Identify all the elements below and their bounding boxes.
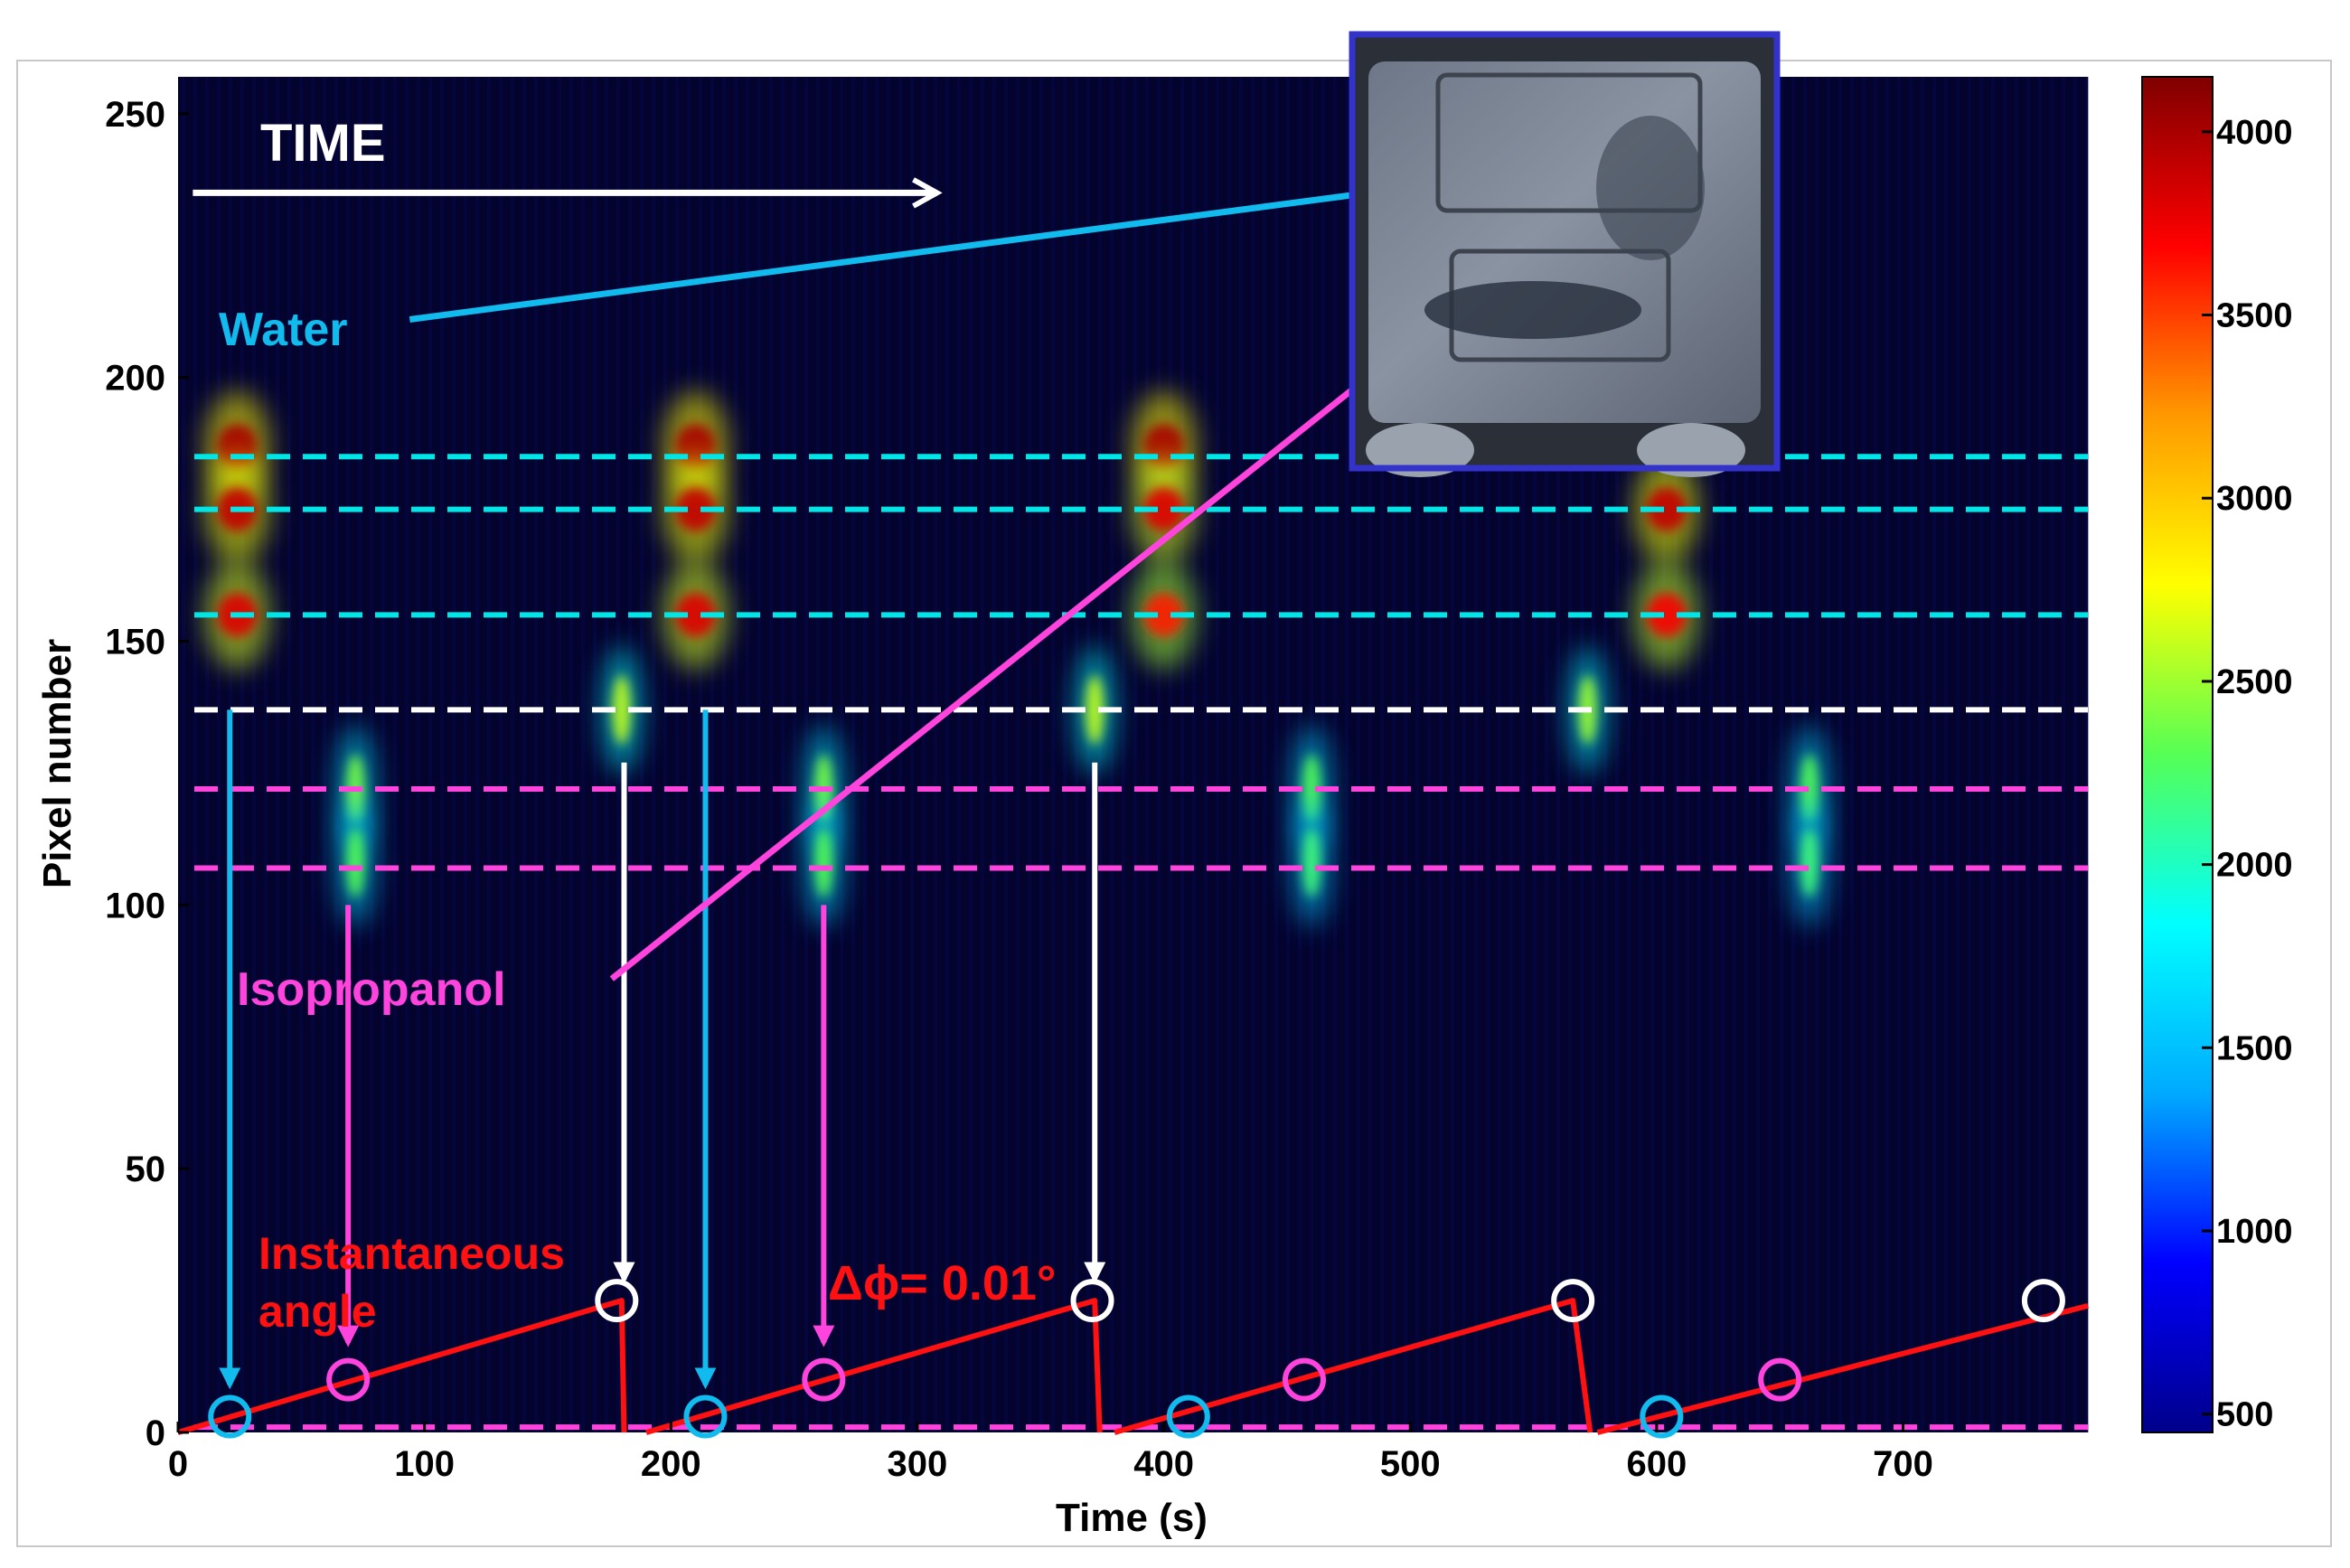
water-arrow (409, 166, 1495, 323)
delta-phi-annotation: Δϕ= 0.01° (828, 1256, 1057, 1310)
inset-border (1349, 31, 1781, 472)
intensity-blob (1646, 487, 1687, 531)
x-axis-ticks: 0 100 200 300 400 500 600 700 (168, 1422, 1933, 1484)
y-tick-label: 150 (105, 623, 165, 662)
colorbar-tick-label: 3000 (2216, 480, 2293, 518)
colorbar-gradient (2141, 76, 2214, 1433)
x-tick-label: 200 (641, 1444, 701, 1484)
circle-marker (1640, 1394, 1684, 1439)
x-tick-label: 600 (1626, 1444, 1687, 1484)
water-annotation: Water (219, 304, 348, 356)
y-tick-label: 250 (105, 95, 165, 135)
intensity-blob (612, 675, 631, 745)
angle-annotation-line2: angle (258, 1286, 377, 1337)
y-tick-label: 100 (105, 886, 165, 925)
intensity-blob (1302, 828, 1321, 897)
x-axis-label: Time (s) (1056, 1496, 1208, 1540)
isopropanol-annotation: Isopropanol (237, 963, 506, 1016)
circle-marker (595, 1279, 639, 1323)
x-tick-label: 0 (168, 1444, 188, 1484)
intensity-blob (346, 828, 365, 897)
intensity-blob (1143, 487, 1184, 531)
annotation-arrows (193, 166, 1495, 1390)
y-tick-label: 200 (105, 359, 165, 399)
intensity-blob (814, 828, 833, 897)
angle-segment (1114, 1298, 1593, 1435)
angle-annotation-line1: Instantaneous (258, 1228, 565, 1279)
isopropanol-arrow (609, 311, 1452, 981)
circle-marker (1282, 1357, 1326, 1402)
y-tick-label: 50 (126, 1150, 166, 1189)
colorbar-tick-label: 4000 (2216, 114, 2293, 152)
intensity-blob (1646, 593, 1687, 637)
x-tick-label: 500 (1380, 1444, 1441, 1484)
inset-roller-left (1366, 423, 1474, 477)
circle-marker (1551, 1279, 1595, 1323)
inset-photo (1349, 31, 1781, 477)
intensity-blob (675, 593, 716, 637)
circle-marker (683, 1394, 728, 1439)
circle-marker (208, 1394, 252, 1439)
inset-roller-right (1637, 423, 1745, 477)
x-tick-label: 700 (1873, 1444, 1933, 1484)
colorbar-tick-label: 1500 (2216, 1029, 2293, 1067)
inset-liquid (1424, 281, 1641, 339)
annotations: TIME Water Isopropanol Instantaneous ang… (219, 114, 1057, 1337)
colorbar: 500 1000 1500 2000 2500 3000 3500 4000 (2141, 76, 2293, 1434)
circle-marker (802, 1357, 846, 1402)
x-tick-label: 100 (394, 1444, 455, 1484)
angle-segment (177, 1298, 627, 1435)
intensity-blob (1800, 828, 1819, 897)
intensity-blob (675, 487, 716, 531)
y-axis-label: Pixel number (35, 639, 80, 888)
y-axis-ticks: 0 50 100 150 200 250 (105, 95, 189, 1453)
circle-markers (208, 1279, 2065, 1439)
intensity-blobs (204, 391, 1829, 926)
intensity-blob (1086, 675, 1104, 745)
colorbar-tick-label: 500 (2216, 1396, 2273, 1434)
inset-upper-channel (1435, 72, 1703, 213)
x-tick-label: 300 (888, 1444, 948, 1484)
inset-shadow (1596, 116, 1705, 260)
intensity-blob (1143, 593, 1184, 637)
circle-marker (2021, 1279, 2065, 1323)
time-annotation: TIME (260, 114, 386, 173)
colorbar-tick-label: 2000 (2216, 847, 2293, 885)
circle-marker (326, 1357, 371, 1402)
colorbar-tick-label: 3500 (2216, 297, 2293, 335)
circle-marker (1166, 1394, 1210, 1439)
x-tick-label: 400 (1133, 1444, 1194, 1484)
circle-marker (1758, 1357, 1802, 1402)
colorbar-tick-label: 1000 (2216, 1213, 2293, 1251)
angle-segment (645, 1298, 1103, 1435)
circle-marker (1070, 1279, 1114, 1323)
y-tick-label: 0 (146, 1413, 165, 1453)
colorbar-tick-label: 2500 (2216, 663, 2293, 701)
